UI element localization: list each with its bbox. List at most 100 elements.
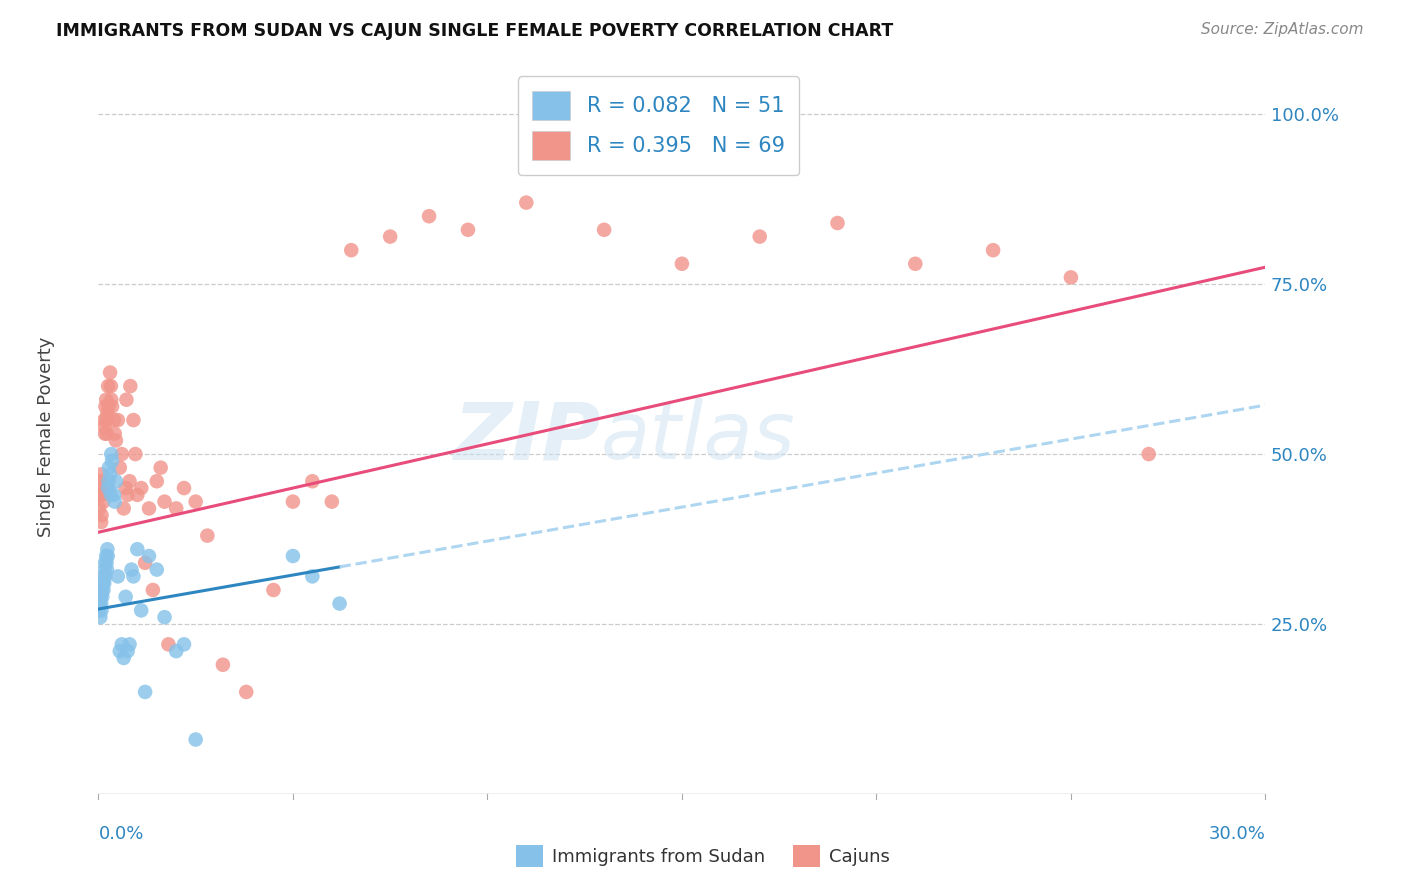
- Point: [90, 582, 112, 597]
- Point: [96, 556, 118, 570]
- Text: 0.0%: 0.0%: [98, 825, 143, 843]
- Point: [129, 603, 152, 617]
- Point: [129, 481, 152, 495]
- Point: [117, 488, 139, 502]
- Point: [90, 603, 112, 617]
- Point: [904, 257, 927, 271]
- Point: [127, 488, 149, 502]
- Point: [93, 563, 115, 577]
- Point: [103, 413, 125, 427]
- Point: [108, 644, 131, 658]
- Text: atlas: atlas: [600, 398, 794, 476]
- Point: [321, 494, 343, 508]
- Point: [593, 223, 616, 237]
- Point: [281, 549, 304, 563]
- Point: [94, 400, 117, 414]
- Point: [108, 460, 131, 475]
- Point: [107, 569, 129, 583]
- Point: [104, 426, 127, 441]
- Point: [90, 597, 112, 611]
- Point: [97, 460, 120, 475]
- Point: [96, 406, 118, 420]
- Point: [97, 481, 120, 495]
- Point: [118, 475, 141, 489]
- Point: [138, 501, 160, 516]
- Text: Source: ZipAtlas.com: Source: ZipAtlas.com: [1201, 22, 1364, 37]
- Point: [115, 392, 138, 407]
- Point: [93, 494, 115, 508]
- Point: [1137, 447, 1160, 461]
- Point: [96, 413, 118, 427]
- Point: [112, 651, 135, 665]
- Point: [142, 582, 165, 597]
- Point: [118, 637, 141, 651]
- Point: [93, 420, 115, 434]
- Legend: R = 0.082   N = 51, R = 0.395   N = 69: R = 0.082 N = 51, R = 0.395 N = 69: [517, 77, 799, 175]
- Point: [117, 644, 139, 658]
- Point: [146, 475, 169, 489]
- Point: [96, 563, 118, 577]
- Point: [134, 556, 156, 570]
- Point: [173, 637, 195, 651]
- Point: [97, 549, 120, 563]
- Point: [134, 685, 156, 699]
- Point: [101, 400, 124, 414]
- Point: [100, 488, 122, 502]
- Point: [184, 732, 207, 747]
- Point: [101, 454, 124, 468]
- Point: [153, 494, 176, 508]
- Point: [104, 494, 127, 508]
- Text: 30.0%: 30.0%: [1209, 825, 1265, 843]
- Point: [97, 400, 120, 414]
- Point: [104, 434, 127, 448]
- Point: [301, 569, 323, 583]
- Point: [301, 475, 323, 489]
- Point: [111, 637, 134, 651]
- Point: [153, 610, 176, 624]
- Point: [157, 637, 180, 651]
- Point: [93, 413, 115, 427]
- Point: [96, 392, 118, 407]
- Point: [515, 195, 537, 210]
- Point: [96, 426, 118, 441]
- Point: [122, 569, 145, 583]
- Point: [89, 475, 111, 489]
- Point: [93, 582, 115, 597]
- Point: [98, 467, 121, 482]
- Point: [329, 597, 352, 611]
- Point: [124, 447, 146, 461]
- Point: [91, 576, 114, 591]
- Point: [104, 475, 127, 489]
- Point: [173, 481, 195, 495]
- Point: [195, 528, 218, 542]
- Point: [90, 515, 112, 529]
- Point: [91, 488, 114, 502]
- Point: [89, 610, 111, 624]
- Point: [100, 447, 122, 461]
- Point: [121, 563, 143, 577]
- Point: [90, 590, 112, 604]
- Point: [112, 501, 135, 516]
- Point: [107, 413, 129, 427]
- Point: [111, 447, 134, 461]
- Point: [97, 475, 120, 489]
- Point: [94, 569, 117, 583]
- Point: [96, 549, 118, 563]
- Point: [262, 582, 284, 597]
- Point: [100, 379, 122, 393]
- Point: [378, 229, 402, 244]
- Point: [89, 603, 111, 617]
- Point: [281, 494, 304, 508]
- Point: [827, 216, 849, 230]
- Point: [91, 590, 114, 604]
- Point: [981, 243, 1004, 257]
- Point: [457, 223, 479, 237]
- Point: [93, 569, 115, 583]
- Point: [122, 413, 145, 427]
- Point: [1060, 270, 1083, 285]
- Point: [89, 597, 111, 611]
- Point: [100, 392, 122, 407]
- Point: [93, 576, 115, 591]
- Point: [165, 501, 187, 516]
- Point: [120, 379, 142, 393]
